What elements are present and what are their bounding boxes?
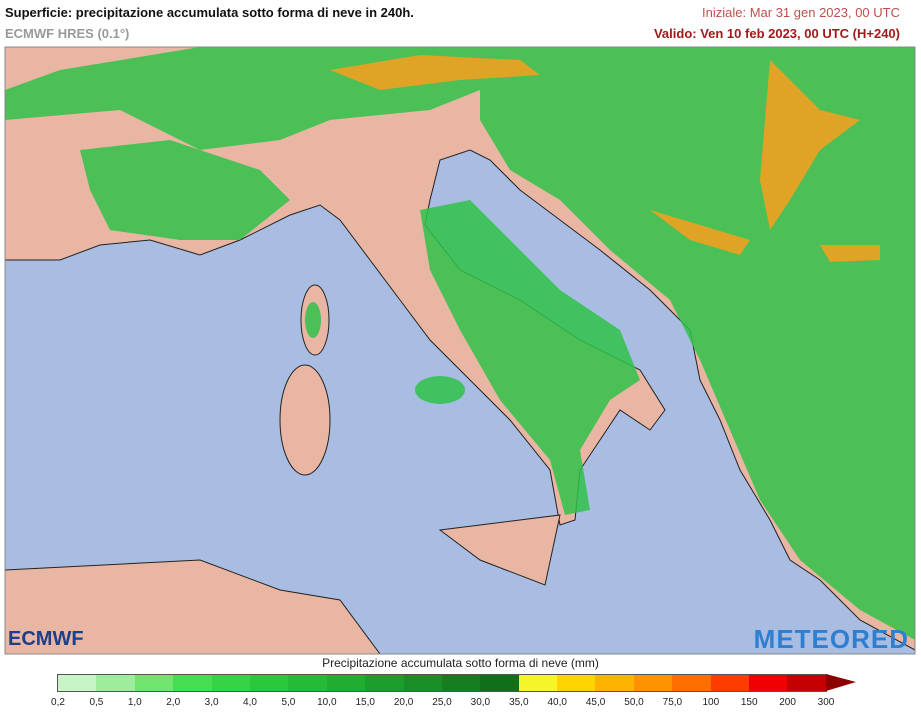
legend-title: Precipitazione accumulata sotto forma di…	[322, 656, 599, 670]
sea	[4, 46, 916, 655]
title: Superficie: precipitazione accumulata so…	[5, 5, 414, 20]
color-swatch	[480, 675, 519, 691]
color-swatch	[326, 675, 366, 691]
snow-orange	[330, 55, 880, 262]
sardinia	[279, 364, 331, 476]
legend-label: 200	[779, 697, 796, 708]
legend-label: 0,2	[51, 697, 65, 708]
valid-time: Valido: Ven 10 feb 2023, 00 UTC (H+240)	[653, 26, 900, 41]
color-swatch	[173, 675, 212, 691]
legend-label: 3,0	[204, 697, 219, 708]
color-swatch	[595, 675, 634, 691]
colorbar	[57, 674, 827, 692]
legend-label: 30,0	[470, 697, 491, 708]
legend-label: 35,0	[509, 697, 529, 708]
logo-meteored: METEORED	[753, 624, 909, 654]
legend-label: 50,0	[624, 697, 644, 708]
color-swatch	[633, 675, 673, 691]
color-swatch	[134, 675, 174, 691]
corsica	[300, 284, 330, 356]
map-frame	[4, 46, 916, 655]
color-swatch	[365, 675, 404, 691]
subtitle: ECMWF HRES (0.1°)	[5, 26, 130, 41]
color-swatch	[749, 675, 788, 691]
init-time: Iniziale: Mar 31 gen 2023, 00 UTC	[702, 5, 900, 20]
legend-label: 0,5	[89, 697, 104, 708]
legend-label: 45,0	[585, 697, 606, 708]
color-swatch	[710, 675, 750, 691]
legend-label: 2,0	[166, 697, 181, 708]
legend-label: 25,0	[432, 697, 452, 708]
logo-ecmwf: ECMWF	[8, 628, 84, 650]
color-swatch	[96, 675, 135, 691]
color-swatch	[557, 675, 596, 691]
land	[4, 46, 916, 651]
snow-green	[5, 47, 915, 640]
legend-label: 4,0	[243, 697, 257, 708]
legend-label: 20,0	[393, 697, 414, 708]
sicily	[438, 514, 561, 586]
colorbar-arrow	[826, 674, 856, 691]
color-swatch	[518, 675, 558, 691]
color-swatch	[787, 675, 826, 691]
color-swatch	[403, 675, 442, 691]
legend-label: 100	[702, 697, 720, 708]
legend-label: 10,0	[317, 697, 337, 708]
legend-label: 5,0	[281, 697, 296, 708]
color-swatch	[288, 675, 327, 691]
legend-label: 40,0	[547, 697, 567, 708]
legend-label: 300	[817, 697, 835, 708]
legend-label: 150	[740, 697, 758, 708]
color-swatch	[58, 675, 97, 691]
color-swatch	[672, 675, 711, 691]
color-swatch	[249, 675, 289, 691]
color-swatch	[441, 675, 481, 691]
color-swatch	[211, 675, 250, 691]
legend-label: 75,0	[662, 697, 683, 708]
legend-label: 1,0	[127, 697, 142, 708]
legend-label: 15,0	[355, 697, 375, 708]
